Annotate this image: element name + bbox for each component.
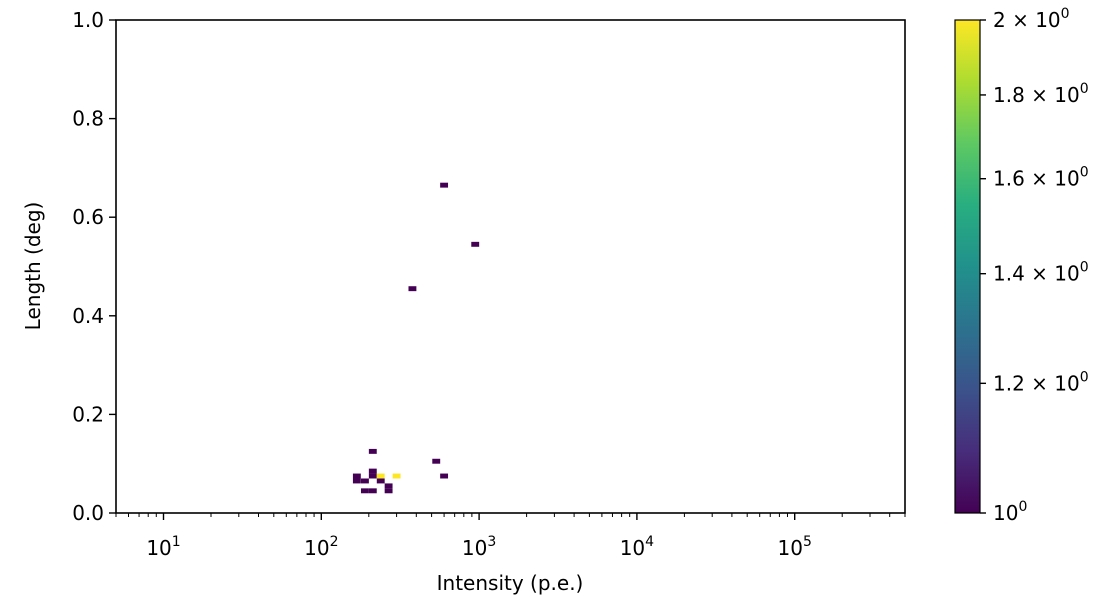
x-tick-label: 103: [462, 534, 496, 560]
colorbar-tick-label: 1.6 × 100: [993, 165, 1089, 191]
colorbar-tick-label: 2 × 100: [993, 6, 1070, 32]
heatmap-cell: [352, 473, 361, 479]
heatmap-cell: [440, 473, 449, 479]
x-axis-ticks: 101 102 103 104 105: [146, 513, 812, 560]
y-tick-label: 1.0: [72, 8, 104, 32]
heatmap-cell: [368, 468, 377, 474]
y-tick-label: 0.8: [72, 107, 104, 131]
heatmap-cell: [376, 473, 385, 479]
x-tick-label: 104: [620, 534, 654, 560]
colorbar-tick-label: 1.4 × 100: [993, 260, 1089, 286]
heatmap-cell: [376, 478, 385, 484]
x-axis-label: Intensity (p.e.): [437, 571, 584, 595]
y-axis-label: Length (deg): [21, 202, 45, 331]
y-tick-label: 0.4: [72, 304, 104, 328]
plot-frame: [115, 19, 906, 514]
heatmap-cell: [360, 478, 369, 484]
heatmap-cells: [352, 182, 480, 494]
colorbar: [954, 19, 981, 514]
x-tick-label: 101: [146, 534, 180, 560]
colorbar-ticks: 100 1.2 × 100 1.4 × 100 1.6 × 100 1.8 × 100 2…: [980, 6, 1089, 525]
heatmap-cell: [432, 458, 441, 464]
y-tick-label: 0.6: [72, 205, 104, 229]
x-tick-label: 105: [778, 534, 812, 560]
colorbar-tick-label: 1.2 × 100: [993, 369, 1089, 395]
heatmap-cell: [352, 478, 361, 484]
colorbar-tick-label: 1.8 × 100: [993, 81, 1089, 107]
heatmap-cell: [368, 488, 377, 494]
heatmap-cell: [384, 483, 393, 489]
heatmap-cell: [408, 286, 417, 292]
heatmap-cell: [392, 473, 401, 479]
x-tick-label: 102: [304, 534, 338, 560]
heatmap-cell: [440, 182, 449, 188]
y-tick-label: 0.2: [72, 402, 104, 426]
heatmap-cell: [471, 241, 480, 247]
heatmap-cell: [384, 488, 393, 494]
heatmap-cell: [368, 473, 377, 479]
colorbar-tick-label: 100: [993, 499, 1027, 525]
y-axis-ticks: 0.0 0.2 0.4 0.6 0.8 1.0: [72, 8, 116, 525]
heatmap-cell: [360, 488, 369, 494]
heatmap-cell: [368, 448, 377, 454]
y-tick-label: 0.0: [72, 501, 104, 525]
